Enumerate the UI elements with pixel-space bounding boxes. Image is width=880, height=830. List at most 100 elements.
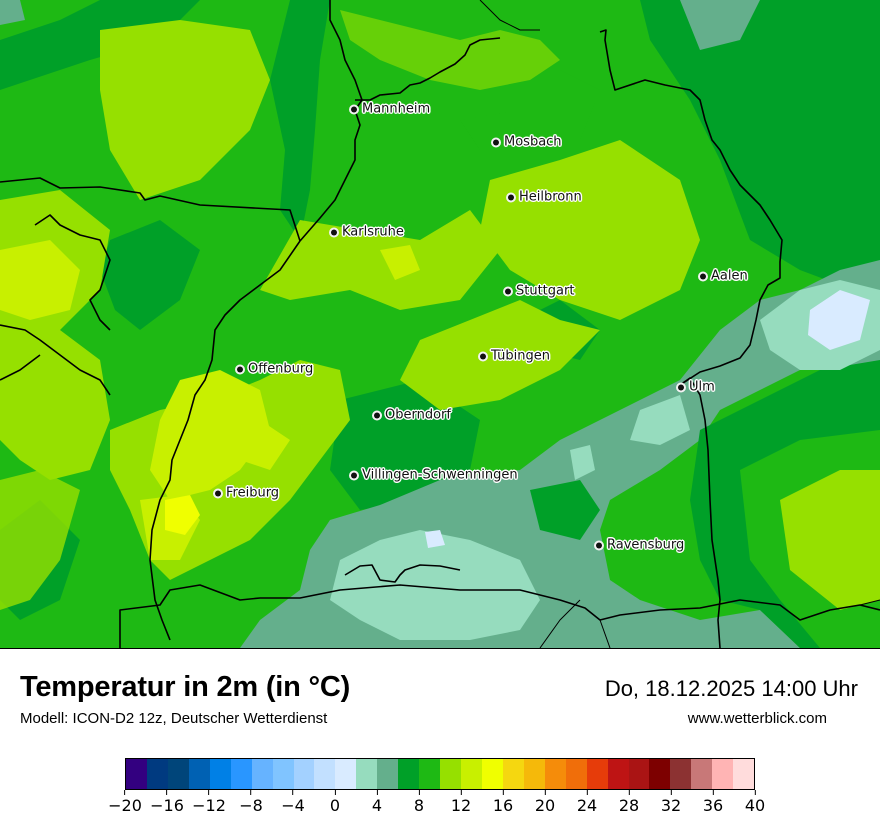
colorbar-segment (126, 759, 147, 789)
tick-label: −12 (192, 796, 226, 815)
colorbar-segment (251, 759, 273, 789)
tick-label: 4 (371, 796, 383, 815)
city-dot-icon (508, 194, 514, 200)
city-label: Karlsruhe (342, 224, 404, 240)
website-link: www.wetterblick.com (687, 710, 827, 727)
colorbar-segment (398, 759, 420, 789)
colorbar-segment (314, 759, 336, 789)
colorbar-tick: 8 (414, 790, 424, 815)
colorbar-tick: 32 (661, 790, 681, 815)
city-label: Offenburg (248, 361, 314, 377)
tick-label: −16 (150, 796, 184, 815)
tick-label: 36 (702, 796, 724, 815)
city-marker-oberndorf: Oberndorf (374, 408, 451, 423)
tick-label: 16 (492, 796, 514, 815)
valid-datetime: Do, 18.12.2025 14:00 Uhr (604, 676, 858, 701)
tick-mark (502, 790, 504, 795)
tick-label: 12 (450, 796, 472, 815)
temperature-field (0, 0, 880, 648)
colorbar-segment (691, 759, 713, 789)
city-dot-icon (351, 472, 357, 478)
colorbar-tick: 0 (330, 790, 340, 815)
colorbar-segment (419, 759, 441, 789)
colorbar-segment (167, 759, 189, 789)
tick-mark (418, 790, 420, 795)
colorbar-segment (293, 759, 315, 789)
colorbar-segment (502, 759, 524, 789)
model-source: Modell: ICON-D2 12z, Deutscher Wetterdie… (20, 710, 328, 727)
city-dot-icon (374, 412, 380, 418)
tick-label: 0 (329, 796, 341, 815)
city-dot-icon (596, 542, 602, 548)
city-dot-icon (493, 139, 499, 145)
city-marker-karlsruhe: Karlsruhe (331, 225, 404, 240)
city-dot-icon (678, 384, 684, 390)
colorbar-segment (607, 759, 629, 789)
city-marker-freiburg: Freiburg (215, 486, 279, 501)
colorbar-segment (272, 759, 294, 789)
city-dot-icon (480, 353, 486, 359)
tick-mark (712, 790, 714, 795)
colorbar-segment (146, 759, 168, 789)
colorbar-segment (230, 759, 252, 789)
city-marker-villingen-schwenningen: Villingen-Schwenningen (351, 468, 518, 483)
city-label: Mannheim (362, 101, 431, 117)
tick-mark (250, 790, 252, 795)
colorbar-segment (628, 759, 650, 789)
tick-label: 32 (660, 796, 682, 815)
tick-mark (334, 790, 336, 795)
city-marker-mannheim: Mannheim (351, 102, 430, 117)
colorbar-segment (481, 759, 503, 789)
tick-mark (208, 790, 210, 795)
tick-mark (376, 790, 378, 795)
map-footer: Temperatur in 2m (in °C) Modell: ICON-D2… (0, 649, 880, 830)
city-marker-ravensburg: Ravensburg (596, 538, 684, 553)
city-label: Heilbronn (519, 189, 582, 205)
city-label: Stuttgart (516, 283, 575, 299)
colorbar-tick: 28 (619, 790, 639, 815)
tick-label: 20 (534, 796, 556, 815)
city-dot-icon (237, 366, 243, 372)
colorbar-segment (461, 759, 482, 789)
city-marker-heilbronn: Heilbronn (508, 190, 582, 205)
tick-mark (292, 790, 294, 795)
colorbar-segment (440, 759, 461, 789)
city-label: Mosbach (504, 134, 562, 150)
tick-label: −20 (108, 796, 142, 815)
colorbar-segment (586, 759, 608, 789)
colorbar-tick: 20 (535, 790, 555, 815)
colorbar-tick: −4 (281, 790, 305, 815)
colorbar-segment (523, 759, 545, 789)
colorbar-segment (565, 759, 587, 789)
tick-mark (166, 790, 168, 795)
temperature-map: Mannheim Mosbach Heilbronn Karlsruhe Aal… (0, 0, 880, 649)
city-marker-ulm: Ulm (678, 380, 715, 395)
city-marker-aalen: Aalen (700, 269, 748, 284)
tick-mark (586, 790, 588, 795)
colorbar-tick: 40 (745, 790, 765, 815)
city-marker-mosbach: Mosbach (493, 135, 562, 150)
colorbar-segment (544, 759, 566, 789)
colorbar-segment (649, 759, 671, 789)
tick-mark (628, 790, 630, 795)
city-marker-tuebingen: Tübingen (480, 349, 550, 364)
colorbar-segment (733, 759, 755, 789)
tick-label: 28 (618, 796, 640, 815)
colorbar-tick: 36 (703, 790, 723, 815)
colorbar-tick: 12 (451, 790, 471, 815)
city-label: Oberndorf (385, 407, 451, 423)
temperature-colorbar (125, 758, 755, 790)
city-label: Freiburg (226, 485, 280, 501)
tick-label: 24 (576, 796, 598, 815)
colorbar-tick: −12 (192, 790, 226, 815)
tick-mark (670, 790, 672, 795)
city-label: Tübingen (491, 348, 550, 364)
colorbar-tick: −16 (150, 790, 184, 815)
tick-label: −4 (281, 796, 305, 815)
colorbar-tick: −20 (108, 790, 142, 815)
colorbar-segment (335, 759, 357, 789)
city-dot-icon (505, 288, 511, 294)
colorbar-segment (188, 759, 210, 789)
city-marker-stuttgart: Stuttgart (505, 284, 574, 299)
colorbar-segment (712, 759, 734, 789)
